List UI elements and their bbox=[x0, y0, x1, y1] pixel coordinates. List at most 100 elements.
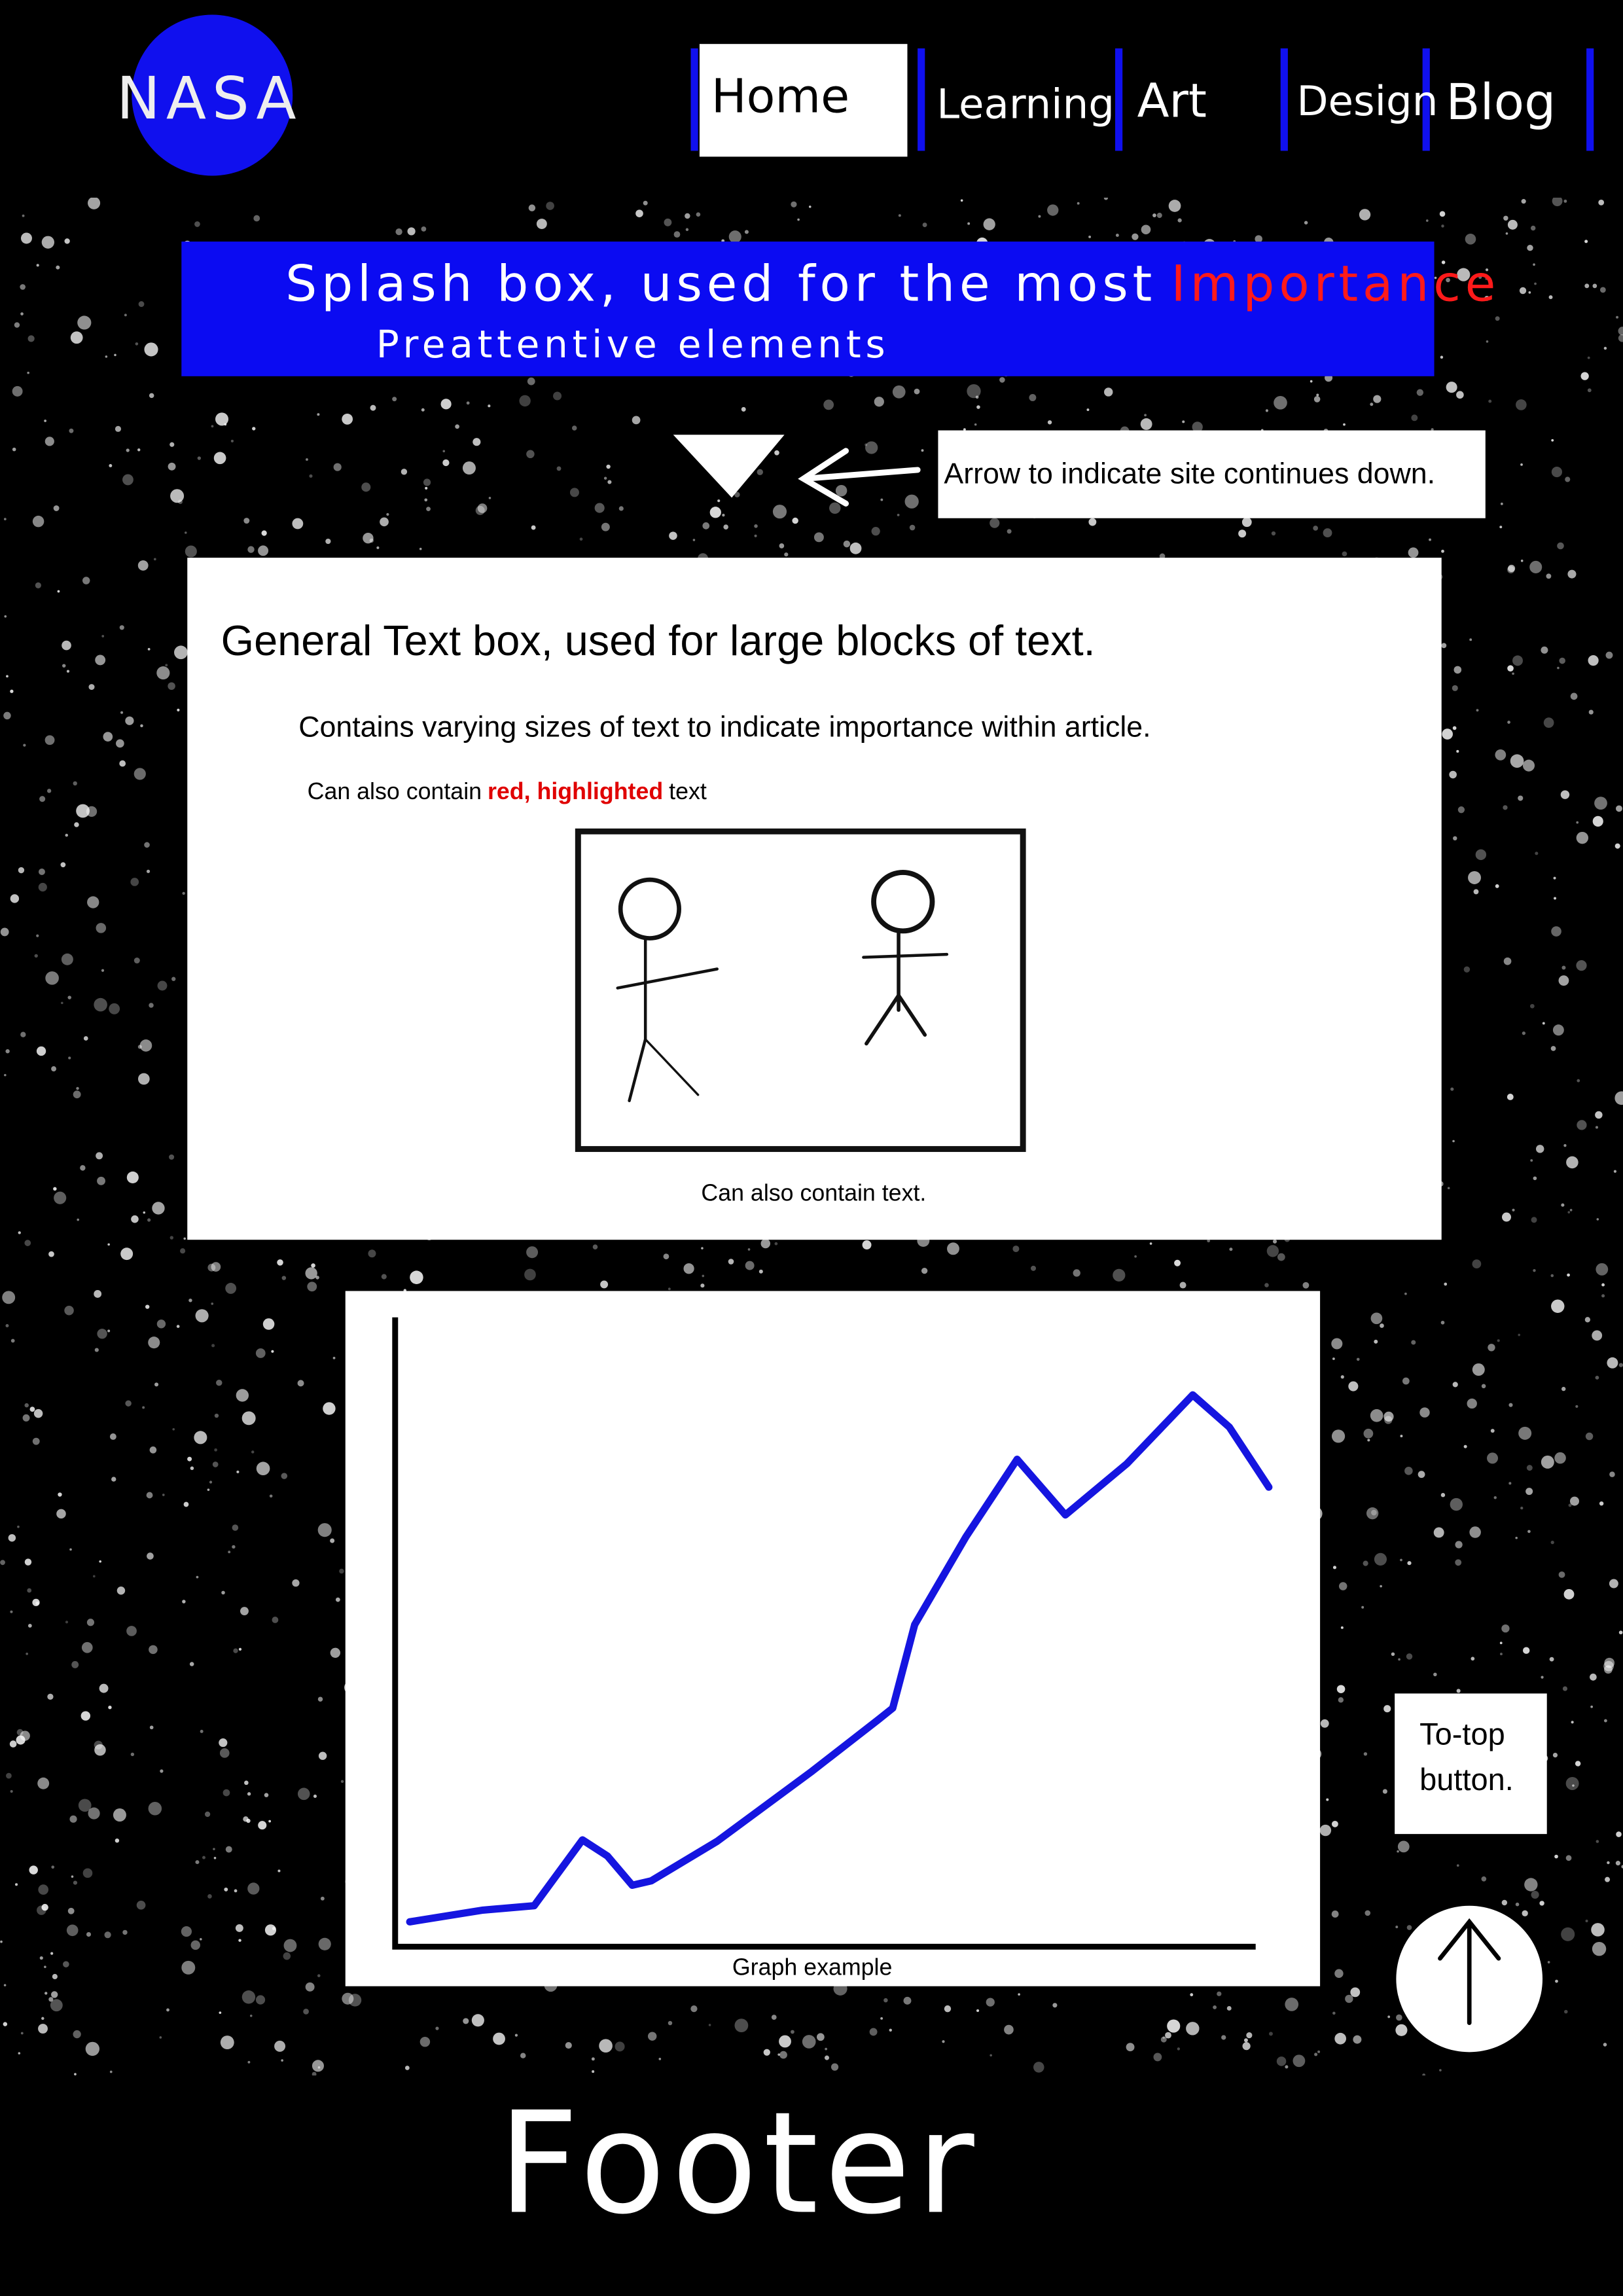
star bbox=[80, 1165, 86, 1171]
star bbox=[1380, 1585, 1382, 1588]
star bbox=[131, 1215, 139, 1223]
star bbox=[1585, 1919, 1588, 1922]
star bbox=[47, 1693, 54, 1700]
star bbox=[1302, 1282, 1310, 1289]
star bbox=[283, 1952, 291, 1960]
star bbox=[1599, 287, 1606, 293]
star bbox=[1255, 235, 1262, 243]
nav-item[interactable]: Learning bbox=[936, 80, 1115, 128]
star bbox=[281, 2059, 283, 2062]
nav-item[interactable]: Art bbox=[1137, 73, 1207, 128]
star bbox=[1503, 215, 1508, 221]
star bbox=[1500, 502, 1503, 505]
star bbox=[1527, 1530, 1531, 1534]
star bbox=[1332, 2011, 1336, 2015]
star bbox=[1134, 1255, 1137, 1258]
star bbox=[1565, 476, 1571, 482]
star bbox=[1272, 1239, 1277, 1244]
star bbox=[1429, 538, 1431, 541]
star bbox=[1520, 1506, 1524, 1510]
star bbox=[216, 1379, 223, 1386]
nav-item[interactable]: Blog bbox=[1446, 73, 1556, 131]
body-text: Can also contain bbox=[308, 779, 482, 805]
star bbox=[3, 2022, 8, 2026]
star bbox=[921, 449, 924, 452]
nav-item[interactable]: Design bbox=[1296, 77, 1438, 125]
star bbox=[1332, 1566, 1336, 1570]
star bbox=[38, 869, 45, 876]
star bbox=[149, 1446, 157, 1454]
star bbox=[1221, 2035, 1226, 2040]
star bbox=[960, 199, 963, 202]
star bbox=[71, 1875, 74, 1878]
star bbox=[1418, 1471, 1425, 1479]
star bbox=[407, 227, 416, 236]
star bbox=[45, 735, 55, 745]
star bbox=[147, 1218, 151, 1222]
star bbox=[116, 739, 124, 748]
star bbox=[88, 196, 101, 209]
star bbox=[1592, 1941, 1607, 1956]
star bbox=[247, 546, 255, 553]
star bbox=[1047, 204, 1059, 216]
star bbox=[1153, 2053, 1162, 2062]
star bbox=[48, 1251, 54, 1257]
star bbox=[135, 342, 139, 346]
star bbox=[658, 2058, 662, 2060]
star bbox=[134, 768, 146, 780]
annotation-box bbox=[938, 430, 1486, 518]
star bbox=[1441, 549, 1444, 553]
star bbox=[1404, 1292, 1407, 1295]
star bbox=[137, 560, 149, 571]
star bbox=[1618, 1630, 1623, 1635]
to-top-button[interactable] bbox=[1396, 1905, 1543, 2053]
star bbox=[1285, 1998, 1299, 2011]
star bbox=[1167, 2019, 1181, 2033]
star bbox=[12, 447, 16, 452]
star bbox=[10, 1610, 13, 1613]
star bbox=[1468, 870, 1481, 884]
star bbox=[77, 315, 92, 330]
star bbox=[1551, 926, 1561, 937]
star bbox=[292, 518, 304, 529]
star bbox=[44, 1965, 46, 1968]
star bbox=[747, 1248, 751, 1251]
star bbox=[1561, 1927, 1575, 1941]
star bbox=[317, 2066, 321, 2069]
star bbox=[14, 1883, 18, 1886]
star bbox=[29, 1407, 35, 1412]
nav-divider bbox=[1280, 48, 1288, 151]
star bbox=[225, 1283, 237, 1294]
star bbox=[1503, 805, 1508, 810]
star bbox=[421, 408, 425, 412]
star bbox=[1567, 1211, 1571, 1213]
star bbox=[274, 2040, 286, 2052]
star bbox=[1493, 1496, 1497, 1499]
star bbox=[272, 1617, 279, 1623]
nav-item[interactable]: Home bbox=[711, 69, 849, 124]
star bbox=[176, 1325, 180, 1328]
star bbox=[1331, 1820, 1338, 1827]
star bbox=[1012, 1246, 1020, 1253]
graph-axes bbox=[392, 1317, 1256, 1950]
star bbox=[5, 1049, 10, 1054]
star bbox=[1433, 1527, 1444, 1538]
star bbox=[1425, 219, 1429, 222]
star bbox=[333, 463, 342, 471]
star bbox=[862, 1240, 872, 1250]
star bbox=[156, 666, 170, 680]
star bbox=[1563, 1144, 1567, 1147]
star bbox=[139, 1039, 152, 1052]
star bbox=[745, 1261, 755, 1270]
logo[interactable]: NASA bbox=[116, 14, 302, 176]
star bbox=[1528, 291, 1531, 294]
star bbox=[1566, 1156, 1578, 1169]
star bbox=[182, 1600, 186, 1604]
star bbox=[1621, 1865, 1623, 1869]
scroll-indicator[interactable] bbox=[673, 435, 785, 498]
star bbox=[463, 2018, 469, 2024]
star bbox=[70, 331, 83, 344]
star bbox=[318, 1751, 327, 1760]
star bbox=[488, 404, 491, 408]
star bbox=[212, 1462, 219, 1467]
